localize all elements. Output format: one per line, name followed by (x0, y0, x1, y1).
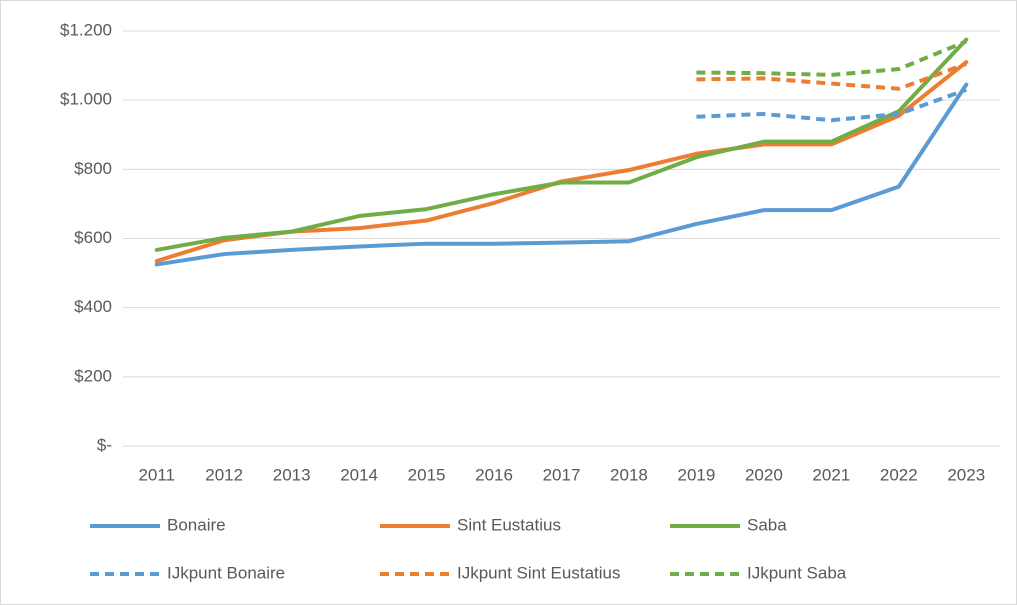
legend-label: Bonaire (167, 515, 226, 534)
legend-label: Sint Eustatius (457, 515, 561, 534)
x-tick-label: 2022 (880, 465, 918, 484)
legend-label: IJkpunt Sint Eustatius (457, 563, 620, 582)
y-tick-label: $400 (74, 297, 112, 316)
x-tick-label: 2021 (812, 465, 850, 484)
x-tick-label: 2011 (138, 465, 175, 484)
x-tick-label: 2019 (678, 465, 716, 484)
series-line (696, 87, 967, 123)
series-line (154, 82, 969, 267)
x-tick-label: 2013 (273, 465, 311, 484)
x-tick-label: 2015 (408, 465, 446, 484)
series-line (696, 61, 967, 91)
x-tick-label: 2018 (610, 465, 648, 484)
y-tick-label: $200 (74, 366, 112, 385)
legend-label: Saba (747, 515, 787, 534)
y-tick-label: $1.000 (60, 90, 112, 109)
y-tick-label: $1.200 (60, 20, 112, 39)
legend-label: IJkpunt Saba (747, 563, 847, 582)
x-tick-label: 2016 (475, 465, 513, 484)
legend-label: IJkpunt Bonaire (167, 563, 285, 582)
x-tick-label: 2012 (205, 465, 243, 484)
y-tick-label: $- (97, 435, 112, 454)
y-tick-label: $600 (74, 228, 112, 247)
x-tick-label: 2017 (543, 465, 581, 484)
series-line (154, 37, 969, 252)
x-tick-label: 2023 (947, 465, 985, 484)
series-line (696, 39, 968, 77)
x-tick-label: 2014 (340, 465, 378, 484)
x-tick-label: 2020 (745, 465, 783, 484)
y-tick-label: $800 (74, 159, 112, 178)
